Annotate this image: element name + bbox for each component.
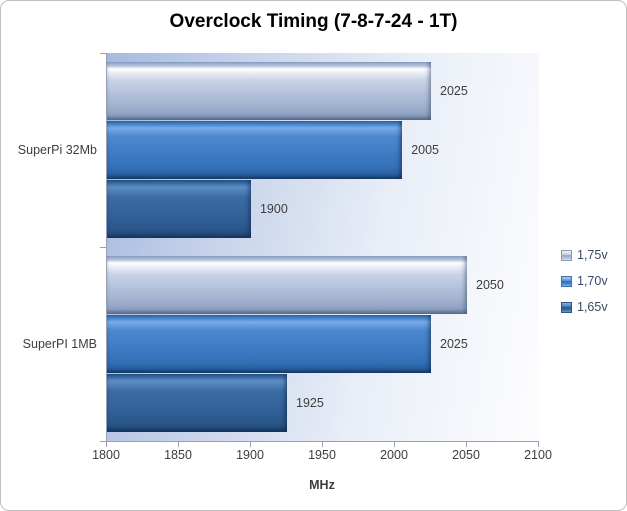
- data-label: 2005: [411, 143, 439, 157]
- bar-1,65v-SuperPI-1MB: [107, 374, 287, 432]
- y-axis-tick: [100, 53, 106, 54]
- legend-swatch-icon: [561, 249, 572, 261]
- legend-label: 1,70v: [577, 274, 608, 288]
- data-label: 2025: [440, 337, 468, 351]
- x-tick: [250, 442, 251, 447]
- data-label: 2025: [440, 84, 468, 98]
- legend-item-1,75v: 1,75v: [561, 248, 608, 262]
- bar-row: 2025: [107, 62, 539, 120]
- legend-label: 1,75v: [577, 248, 608, 262]
- x-tick-label: 2050: [452, 448, 480, 462]
- bar-row: 2050: [107, 256, 539, 314]
- legend-item-1,70v: 1,70v: [561, 274, 608, 288]
- legend-swatch-icon: [561, 301, 572, 313]
- x-tick-label: 1850: [164, 448, 192, 462]
- x-tick: [106, 442, 107, 447]
- x-tick: [178, 442, 179, 447]
- x-tick-label: 1900: [236, 448, 264, 462]
- chart-title: Overclock Timing (7-8-7-24 - 1T): [169, 11, 458, 32]
- x-tick: [466, 442, 467, 447]
- bar-row: 2005: [107, 121, 539, 179]
- bar-group: 2050 2025 1925: [107, 247, 539, 441]
- x-tick-label: 1800: [92, 448, 120, 462]
- x-tick: [322, 442, 323, 447]
- legend-item-1,65v: 1,65v: [561, 300, 608, 314]
- category-label: SuperPI 1MB: [22, 337, 97, 351]
- bar-row: 1925: [107, 374, 539, 432]
- y-axis-tick: [100, 441, 106, 442]
- data-label: 2050: [476, 278, 504, 292]
- data-label: 1925: [296, 396, 324, 410]
- x-tick-label: 1950: [308, 448, 336, 462]
- x-tick-label: 2100: [524, 448, 552, 462]
- bar-1,75v-SuperPI-1MB: [107, 256, 467, 314]
- legend-swatch-icon: [561, 275, 572, 287]
- legend-label: 1,65v: [577, 300, 608, 314]
- x-tick: [538, 442, 539, 447]
- x-tick-label: 2000: [380, 448, 408, 462]
- legend: 1,75v 1,70v 1,65v: [561, 248, 608, 314]
- bar-1,75v-SuperPi-32Mb: [107, 62, 431, 120]
- category-label: SuperPi 32Mb: [17, 143, 97, 157]
- bar-1,70v-SuperPI-1MB: [107, 315, 431, 373]
- y-axis-tick: [100, 247, 106, 248]
- bar-1,65v-SuperPi-32Mb: [107, 180, 251, 238]
- x-axis-title: MHz: [309, 478, 335, 492]
- data-label: 1900: [259, 202, 288, 216]
- bar-1,70v-SuperPi-32Mb: [107, 121, 403, 179]
- bar-row: 1900: [107, 180, 539, 238]
- x-tick: [394, 442, 395, 447]
- bar-row: 2025: [107, 315, 539, 373]
- plot-area: 2025 2005 1900 2050 2025 1925: [106, 53, 539, 442]
- bar-group: 2025 2005 1900: [107, 53, 539, 247]
